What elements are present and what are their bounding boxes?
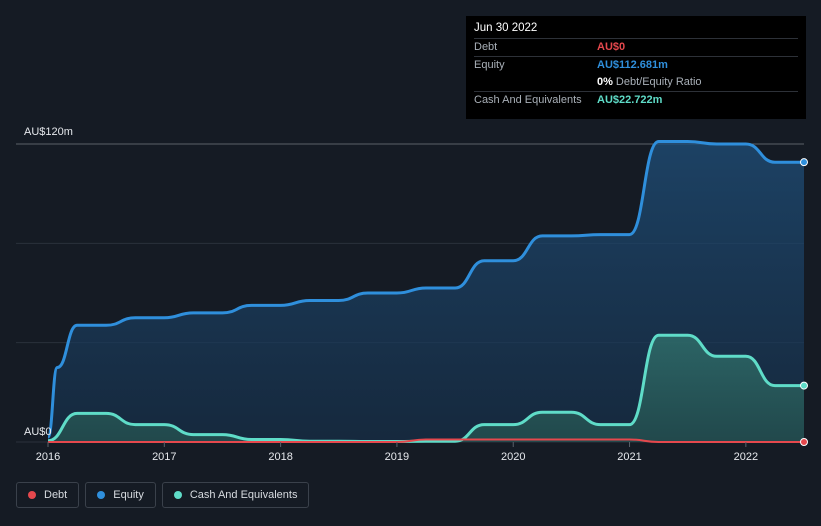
x-tick-label: 2021 [617, 451, 641, 463]
equity-area [48, 141, 804, 442]
tooltip-row-equity: Equity AU$112.681m [474, 56, 798, 74]
tooltip-date: Jun 30 2022 [474, 22, 538, 34]
y-axis-bottom-label: AU$0 [24, 426, 52, 438]
equity-end-marker [800, 158, 808, 167]
legend-item-equity[interactable]: Equity [85, 482, 156, 508]
tooltip-ratio-label: Debt/Equity Ratio [615, 76, 702, 88]
tooltip-debt-value: AU$0 [597, 41, 626, 53]
tooltip-row-cash: Cash And Equivalents AU$22.722m [474, 91, 798, 109]
x-axis: 2016 2017 2018 2019 2020 2021 2022 [36, 442, 758, 463]
tooltip-ratio-value: 0% [597, 76, 613, 88]
debt-line [48, 438, 804, 444]
cash-dot-icon [173, 491, 182, 499]
tooltip-debt-label: Debt [474, 41, 498, 53]
x-tick-label: 2019 [385, 451, 409, 463]
debt-end-marker [800, 438, 808, 446]
tooltip-equity-value: AU$112.681m [597, 59, 668, 71]
x-tick-label: 2020 [501, 451, 525, 463]
chart-legend: Debt Equity Cash And Equivalents [16, 482, 310, 508]
cash-and-equivalents-line [47, 333, 804, 443]
legend-label-equity: Equity [113, 489, 144, 501]
tooltip-equity-label: Equity [474, 59, 505, 71]
y-axis-top-label: AU$120m [24, 126, 73, 138]
legend-label-cash: Cash And Equivalents [189, 489, 298, 501]
x-tick-label: 2016 [36, 451, 60, 463]
equity-dot-icon [97, 491, 106, 499]
x-tick-label: 2018 [268, 451, 292, 463]
x-tick-label: 2017 [152, 451, 176, 463]
cash-and-equivalents-end-marker [800, 381, 808, 390]
legend-label-debt: Debt [44, 489, 68, 501]
debt-dot-icon [28, 491, 36, 499]
x-tick-label: 2022 [734, 451, 758, 463]
legend-item-debt[interactable]: Debt [16, 482, 80, 508]
series-lines [46, 140, 804, 444]
tooltip-cash-label: Cash And Equivalents [474, 94, 582, 106]
tooltip-cash-value: AU$22.722m [597, 94, 663, 106]
tooltip-row-ratio: 0% Debt/Equity Ratio [474, 74, 798, 91]
tooltip-row-debt: Debt AU$0 [474, 38, 798, 56]
cash-and-equivalents-area [48, 335, 804, 442]
legend-item-cash[interactable]: Cash And Equivalents [161, 482, 310, 508]
series-areas [48, 141, 804, 442]
equity-line [46, 140, 804, 439]
series-end-markers [800, 158, 808, 446]
data-tooltip: Jun 30 2022 Debt AU$0 Equity AU$112.681m… [466, 16, 806, 119]
